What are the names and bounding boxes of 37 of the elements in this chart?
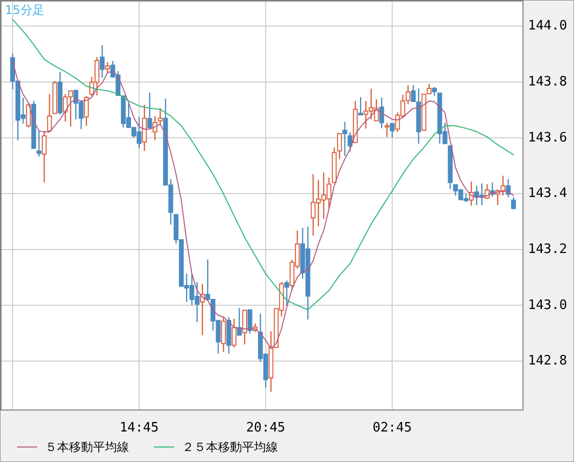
candlestick — [232, 318, 236, 348]
candlestick — [242, 310, 247, 345]
y-tick-label: 143.0 — [528, 298, 568, 313]
candlestick — [84, 95, 89, 126]
candlestick — [147, 92, 152, 130]
candlestick — [484, 184, 490, 200]
y-tick-label: 142.8 — [528, 354, 568, 369]
x-tick-label: 20:45 — [246, 420, 286, 436]
candlestick — [247, 309, 252, 334]
y-tick-label: 144.0 — [528, 18, 568, 34]
y-tick-label: 143.6 — [528, 130, 568, 146]
legend-label: ５本移動平均線 — [45, 440, 129, 454]
candlestick — [284, 280, 290, 306]
candlestick — [511, 196, 516, 210]
y-tick-label: 143.4 — [528, 186, 568, 202]
candlestick — [384, 122, 390, 138]
chart-title: 15分足 — [5, 3, 44, 17]
y-tick-label: 143.8 — [528, 74, 568, 90]
candlestick — [358, 96, 363, 116]
candlestick — [221, 316, 226, 353]
candlestick — [152, 115, 158, 141]
candlestick — [36, 130, 42, 158]
candlestick — [42, 130, 47, 184]
candlestick — [47, 94, 52, 133]
candlestick — [390, 122, 395, 138]
legend-label: ２５本移動平均線 — [182, 440, 278, 454]
x-tick-label: 02:45 — [372, 420, 412, 436]
candlestick — [142, 104, 147, 152]
candlestick — [348, 132, 352, 152]
candlestick — [26, 102, 31, 128]
candlestick — [100, 44, 105, 78]
x-tick-label: 14:45 — [120, 420, 159, 436]
candlestick — [337, 133, 342, 160]
candlestick — [105, 62, 110, 74]
candlestick — [158, 108, 163, 125]
y-tick-label: 143.2 — [528, 242, 568, 257]
candlestick — [342, 121, 348, 157]
